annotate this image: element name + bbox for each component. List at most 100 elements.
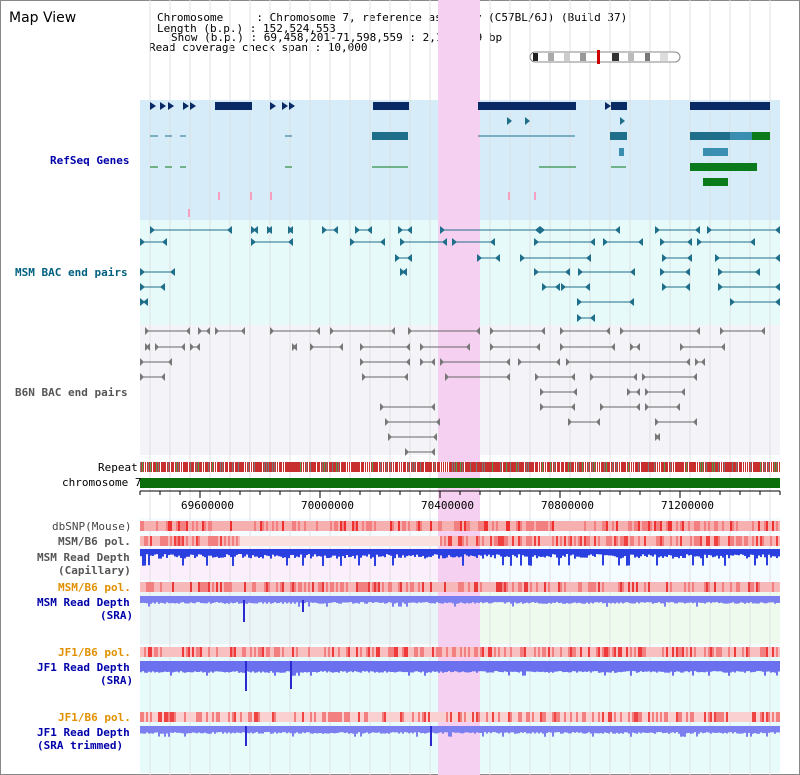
repeat-element [238,462,239,472]
depth-bar [234,549,236,557]
depth-bar [492,661,494,673]
heat-cell [718,647,720,657]
depth-bar [644,549,646,556]
heat-cell [378,521,380,531]
depth-bar [720,726,722,733]
heat-cell [174,582,176,592]
heat-cell [146,712,148,722]
depth-bar [458,661,460,673]
heat-cell [140,582,142,592]
repeat-gap [446,462,447,472]
heat-cell [186,536,188,546]
heat-cell [168,582,170,592]
heat-cell [568,582,570,592]
depth-bar [374,596,376,603]
heat-cell [422,582,424,592]
depth-bar [158,661,160,673]
heat-cell [536,536,538,546]
heat-cell [600,582,602,592]
heat-cell [206,521,208,531]
heat-cell [654,582,656,592]
msm-bac-end [685,283,690,291]
repeat-gap [684,462,685,472]
heat-cell [370,582,372,592]
heat-cell [612,536,614,546]
depth-bar [212,549,214,558]
depth-bar [514,596,516,603]
depth-bar [290,549,292,556]
depth-bar [670,549,672,556]
heat-cell [628,582,630,592]
depth-bar [278,726,280,733]
depth-bar [610,726,612,733]
b6n-bac-end [385,418,389,426]
heat-cell [176,647,178,657]
repeat-gap [546,462,547,472]
heat-cell [468,647,470,657]
heat-cell [186,582,188,592]
heat-cell [214,647,216,657]
heat-cell [754,647,756,657]
heat-cell [390,582,392,592]
depth-bar [222,596,224,604]
depth-bar [636,661,638,673]
depth-bar [518,661,520,673]
heat-cell [772,712,774,722]
repeat-gap [620,462,621,472]
heat-cell [428,712,430,722]
heat-cell [558,521,560,531]
depth-bar [382,596,384,603]
depth-bar [418,661,420,672]
heat-cell [368,582,370,592]
heat-cell [424,582,426,592]
heat-cell [230,647,232,657]
heat-cell [418,521,420,531]
heat-cell [472,647,474,657]
depth-bar [684,726,686,737]
heat-cell [498,521,500,531]
heat-cell [710,647,712,657]
depth-bar [328,596,330,604]
heat-cell [698,582,700,592]
heat-cell [414,521,416,531]
heat-cell [236,647,238,657]
depth-bar [356,726,358,734]
depth-bar [482,726,484,737]
msm-bac-end [407,226,412,234]
heat-cell [616,536,618,546]
heat-cell [656,521,658,531]
heat-cell [190,521,192,531]
depth-bar [706,549,708,558]
depth-bar [304,726,306,734]
heat-cell [604,536,606,546]
msm-bac-end [578,268,583,276]
heat-cell [424,647,426,657]
depth-bar [550,661,552,672]
repeat-gap [432,462,433,472]
heat-cell [360,712,362,722]
heat-cell [684,521,686,531]
depth-bar [520,596,522,603]
depth-bar [298,661,300,676]
depth-bar [606,596,608,607]
heat-cell [640,647,642,657]
repeat-element [582,462,583,472]
depth-bar [762,726,764,734]
heat-cell [642,521,644,531]
heat-cell [460,582,462,592]
depth-bar [750,726,752,737]
depth-bar [300,596,302,603]
heat-cell [540,647,542,657]
heat-cell [510,712,512,722]
heat-cell [568,521,570,531]
depth-bar [476,596,478,603]
heat-cell [754,521,756,531]
heat-cell [672,582,674,592]
repeat-gap [214,462,215,472]
heat-cell [514,521,516,531]
heat-cell [600,647,602,657]
heat-cell [758,647,760,657]
heat-cell [656,582,658,592]
heat-cell [384,521,386,531]
